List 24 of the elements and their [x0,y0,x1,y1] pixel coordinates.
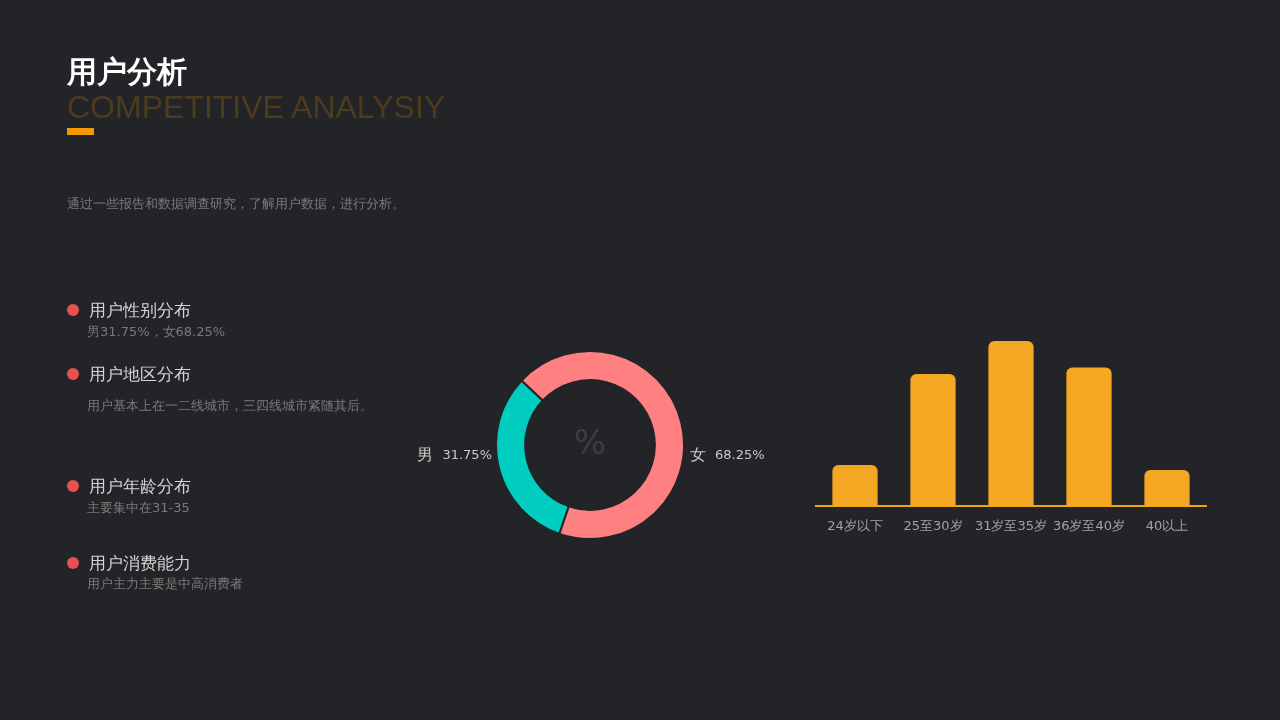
text: 男31.75%，女68.25% [87,324,226,340]
x-tick-label: 31岁至35岁 [974,517,1048,533]
text: 用户地区分布 [89,363,191,385]
x-tick-label: 36岁至40岁 [1052,517,1126,533]
x-tick-label: 40以上 [1145,517,1189,533]
text: 用户年龄分布 [89,475,191,497]
text: 主要集中在31-35 [87,500,190,516]
bar [988,341,1034,507]
x-tick-label: 25至30岁 [903,517,963,533]
bar [1066,367,1112,507]
text: 通过一些报告和数据调查研究，了解用户数据，进行分析。 [67,196,405,212]
x-tick-label: 24岁以下 [827,517,883,533]
text: 用户主力主要是中高消费者 [87,576,243,592]
text: 用户分析 [67,54,187,90]
text: 用户消费能力 [89,552,191,574]
bar [832,465,878,507]
bar [1144,470,1190,507]
text: 用户性别分布 [89,299,191,321]
data-label: 68.25% [715,447,765,463]
slice-label: 女 [690,445,706,465]
text: % [573,421,607,462]
bar [910,374,956,507]
slice-label: 男 [417,445,434,465]
data-label: 31.75% [442,447,492,463]
